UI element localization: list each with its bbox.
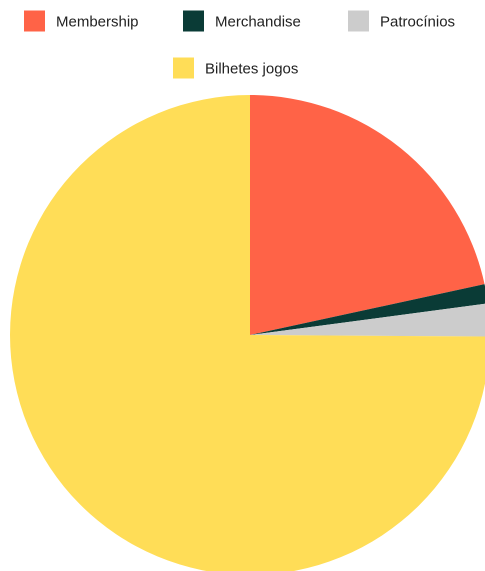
pie-slice-merchandise — [250, 284, 485, 335]
legend-swatch-patrocinios — [348, 10, 369, 32]
legend-item-membership: Membership — [24, 10, 139, 32]
legend-item-bilhetes-jogos: Bilhetes jogos — [173, 57, 298, 79]
legend-swatch-bilhetes-jogos — [173, 57, 194, 79]
legend-item-patrocinios: Patrocínios — [348, 10, 455, 32]
legend-swatch-merchandise — [183, 10, 204, 32]
legend-label-bilhetes-jogos: Bilhetes jogos — [205, 61, 298, 78]
legend-label-merchandise: Merchandise — [215, 14, 301, 31]
legend-label-patrocinios: Patrocínios — [380, 14, 455, 31]
legend-swatch-membership — [24, 10, 45, 32]
pie-slice-patrocinios — [250, 303, 485, 337]
pie-slices — [10, 95, 485, 571]
legend-item-merchandise: Merchandise — [183, 10, 301, 32]
legend-label-membership: Membership — [56, 14, 139, 31]
pie-slice-bilhetes-jogos — [10, 95, 485, 571]
pie-slice-membership — [250, 95, 485, 335]
chart-legend: Membership Merchandise Patrocínios Bilhetes… — [24, 10, 455, 79]
